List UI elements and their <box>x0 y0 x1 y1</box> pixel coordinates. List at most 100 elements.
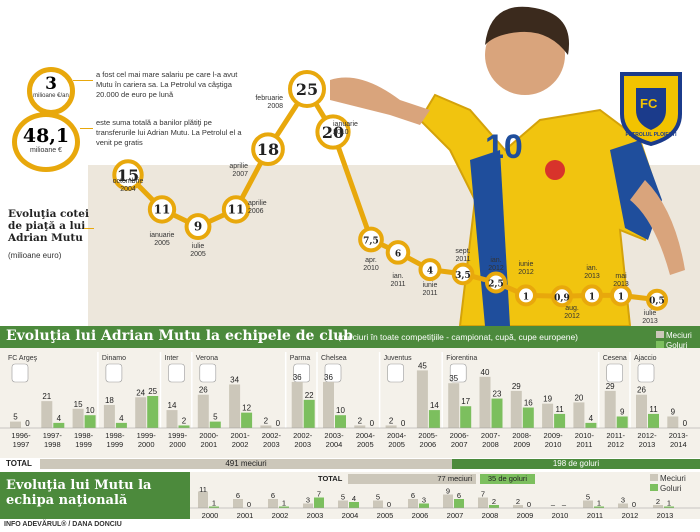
club-total-goals-bar: 198 de goluri <box>452 459 700 469</box>
national-goals-label: 2 <box>492 497 496 506</box>
club-crest <box>449 363 467 383</box>
market-point-value: 18 <box>257 140 279 159</box>
club-name: Juventus <box>384 355 413 362</box>
club-matches-bar <box>291 381 303 428</box>
club-crest <box>606 363 624 383</box>
market-point <box>515 284 537 307</box>
market-date-label: 2013 <box>613 281 629 288</box>
logo-initials: FC <box>640 96 658 111</box>
market-point <box>581 284 603 307</box>
national-total-goals-bar: 35 de goluri <box>480 474 535 484</box>
market-date-label: 2005 <box>190 251 206 258</box>
market-date-label: mai <box>615 273 627 280</box>
market-subtitle: (milioane euro) <box>8 251 62 260</box>
national-goals-label: 1 <box>212 499 216 508</box>
club-goals-bar <box>616 416 628 428</box>
national-matches-bar <box>583 500 593 508</box>
market-date-label: 2013 <box>584 273 600 280</box>
market-date-label: ianuarie <box>333 121 358 128</box>
market-date-label: octombrie <box>113 178 144 185</box>
club-goals-bar <box>585 422 597 428</box>
national-matches-label: 3 <box>306 496 310 505</box>
club-season-label: 2007 <box>451 440 468 449</box>
club-matches-label: 45 <box>418 361 427 370</box>
club-season-label: 2003- <box>324 431 344 440</box>
club-goals-bar <box>522 407 534 428</box>
club-goals-label: 22 <box>305 391 314 400</box>
club-season-label: 2005 <box>357 440 374 449</box>
club-matches-label: 24 <box>136 388 145 397</box>
market-point <box>251 132 285 167</box>
club-season-label: 2001- <box>231 431 251 440</box>
national-matches-label: 5 <box>586 493 590 502</box>
club-matches-label: 9 <box>671 407 676 416</box>
player-photo <box>330 6 685 326</box>
club-matches-label: 26 <box>199 386 208 395</box>
national-goals-label: 6 <box>457 491 461 500</box>
national-matches-label: – <box>551 500 556 509</box>
legend-matches-label: Meciuri <box>666 331 692 340</box>
club-season-label: 2012- <box>637 431 657 440</box>
club-season-label: 1999 <box>107 440 124 449</box>
national-matches-bar <box>303 503 313 508</box>
market-point-value: 11 <box>154 202 171 216</box>
club-goals-bar <box>178 425 190 428</box>
market-point-value: 20 <box>322 123 344 142</box>
market-point-value: 1 <box>589 292 595 302</box>
club-goals-label: 12 <box>242 404 251 413</box>
national-goals-label: 1 <box>667 499 671 508</box>
market-date-label: 2004 <box>120 186 136 193</box>
national-goals-bar <box>349 502 359 508</box>
club-crest <box>105 363 123 383</box>
club-season-label: 1999- <box>137 431 157 440</box>
market-date-label: 2011 <box>390 281 405 288</box>
national-year-label: 2000 <box>202 511 219 520</box>
club-matches-label: 2 <box>389 416 394 425</box>
market-point <box>358 226 384 253</box>
logo-text: PETROLUL PLOIEŞTI <box>625 132 677 138</box>
market-date-label: 2010 <box>333 129 349 136</box>
club-matches-label: 19 <box>543 395 552 404</box>
club-matches-bar <box>72 408 84 428</box>
national-total-label: TOTAL <box>318 474 343 483</box>
national-matches-label: 6 <box>236 491 240 500</box>
market-point-value: 0,5 <box>649 297 665 307</box>
club-matches-label: 14 <box>168 401 177 410</box>
salary-value: 3 <box>45 74 57 94</box>
club-name: Fiorentina <box>446 355 477 362</box>
club-goals-bar <box>115 422 127 428</box>
market-point <box>288 70 326 108</box>
market-point <box>147 195 177 224</box>
club-goals-bar <box>241 412 253 428</box>
market-date-label: 2011 <box>422 290 437 297</box>
market-point-value: 7,5 <box>363 237 379 247</box>
club-season-label: 2012 <box>607 440 624 449</box>
club-crest <box>11 363 29 383</box>
club-season-label: 2010 <box>545 440 562 449</box>
club-season-label: 1999 <box>75 440 92 449</box>
market-point-value: 15 <box>117 166 139 185</box>
market-point-value: 11 <box>228 202 245 216</box>
club-goals-bar <box>491 398 503 428</box>
salary-text: a fost cel mai mare salariu pe care l-a … <box>96 70 238 99</box>
club-matches-bar <box>448 383 460 428</box>
club-matches-bar <box>354 425 366 428</box>
national-year-label: 2002 <box>272 511 289 520</box>
club-matches-label: 5 <box>13 413 18 422</box>
market-date-label: ianuarie <box>150 232 175 239</box>
club-season-label: 2004 <box>326 440 343 449</box>
market-point-value: 1 <box>618 292 624 302</box>
club-season-label: 2009 <box>513 440 530 449</box>
market-line <box>126 86 658 303</box>
market-point <box>610 284 632 307</box>
club-matches-bar <box>10 421 21 428</box>
club-season-label: 1997- <box>43 431 63 440</box>
club-goals-bar <box>303 399 315 428</box>
club-goals-bar <box>428 410 440 428</box>
club-goals-label: 25 <box>148 387 157 396</box>
club-name: Cesena <box>603 355 627 362</box>
national-matches-bar <box>478 497 488 508</box>
national-goals-bar <box>489 505 499 508</box>
